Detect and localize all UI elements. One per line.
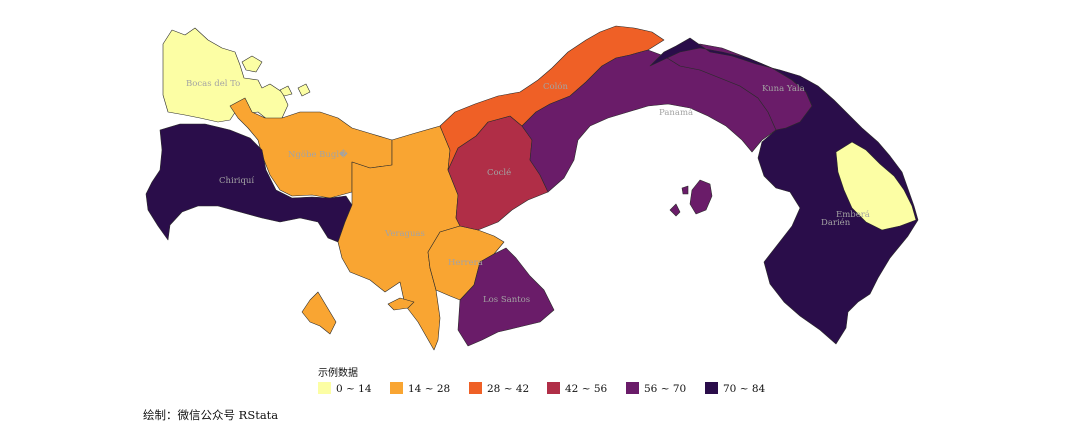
region-panama-island: [681, 185, 689, 195]
legend-swatch: [705, 382, 718, 394]
legend-label: 56 ~ 70: [644, 383, 686, 395]
legend-title: 示例数据: [318, 366, 358, 379]
region-bocas-island: [297, 83, 311, 97]
legend-label: 0 ~ 14: [336, 383, 372, 395]
region-label-veraguas: Veraguas: [384, 229, 425, 239]
legend-swatch: [626, 382, 639, 394]
region-chiriqui: [145, 123, 353, 243]
legend-label: 42 ~ 56: [565, 383, 608, 395]
region-bocas-del-toro: [162, 27, 289, 123]
legend-label: 28 ~ 42: [487, 383, 529, 395]
legend-label: 14 ~ 28: [408, 383, 450, 395]
region-darien: [649, 37, 919, 345]
credit-text: 绘制：微信公众号 RStata: [143, 408, 278, 422]
region-bocas-island: [241, 55, 263, 73]
region-panama: [521, 49, 777, 193]
legend-swatch: [390, 382, 403, 394]
region-label-darien: Darién: [821, 217, 851, 228]
region-label-panama: Panamá: [659, 107, 693, 118]
legend-swatch: [318, 382, 331, 394]
legend-swatch: [469, 382, 482, 394]
region-veraguas-island: [301, 291, 337, 335]
region-label-embera: Emberá: [836, 209, 870, 220]
region-label-ngobe-bugle: Ngöbe Bugl�: [288, 149, 348, 160]
region-embera: [835, 141, 917, 231]
region-veraguas-island: [387, 297, 415, 311]
legend-swatch: [547, 382, 560, 394]
region-label-colon: Colón: [543, 81, 568, 92]
region-los-santos: [457, 247, 555, 347]
legend: 示例数据 0 ~ 14 14 ~ 28 28 ~ 42 42 ~ 56 56 ~…: [318, 366, 766, 395]
region-label-herrera: Herrera: [448, 258, 483, 268]
region-label-cocle: Coclé: [487, 167, 511, 178]
region-label-los-santos: Los Santos: [483, 295, 530, 305]
region-label-bocas-del-toro: Bocas del To: [186, 79, 240, 89]
region-panama-island: [669, 203, 681, 217]
region-label-kuna-yala: Kuna Yala: [762, 84, 805, 94]
region-bocas-island: [279, 85, 293, 97]
legend-label: 70 ~ 84: [723, 383, 766, 395]
region-veraguas: [337, 125, 461, 351]
region-label-chiriqui: Chiriquí: [219, 175, 254, 186]
region-panama-island: [689, 179, 713, 215]
